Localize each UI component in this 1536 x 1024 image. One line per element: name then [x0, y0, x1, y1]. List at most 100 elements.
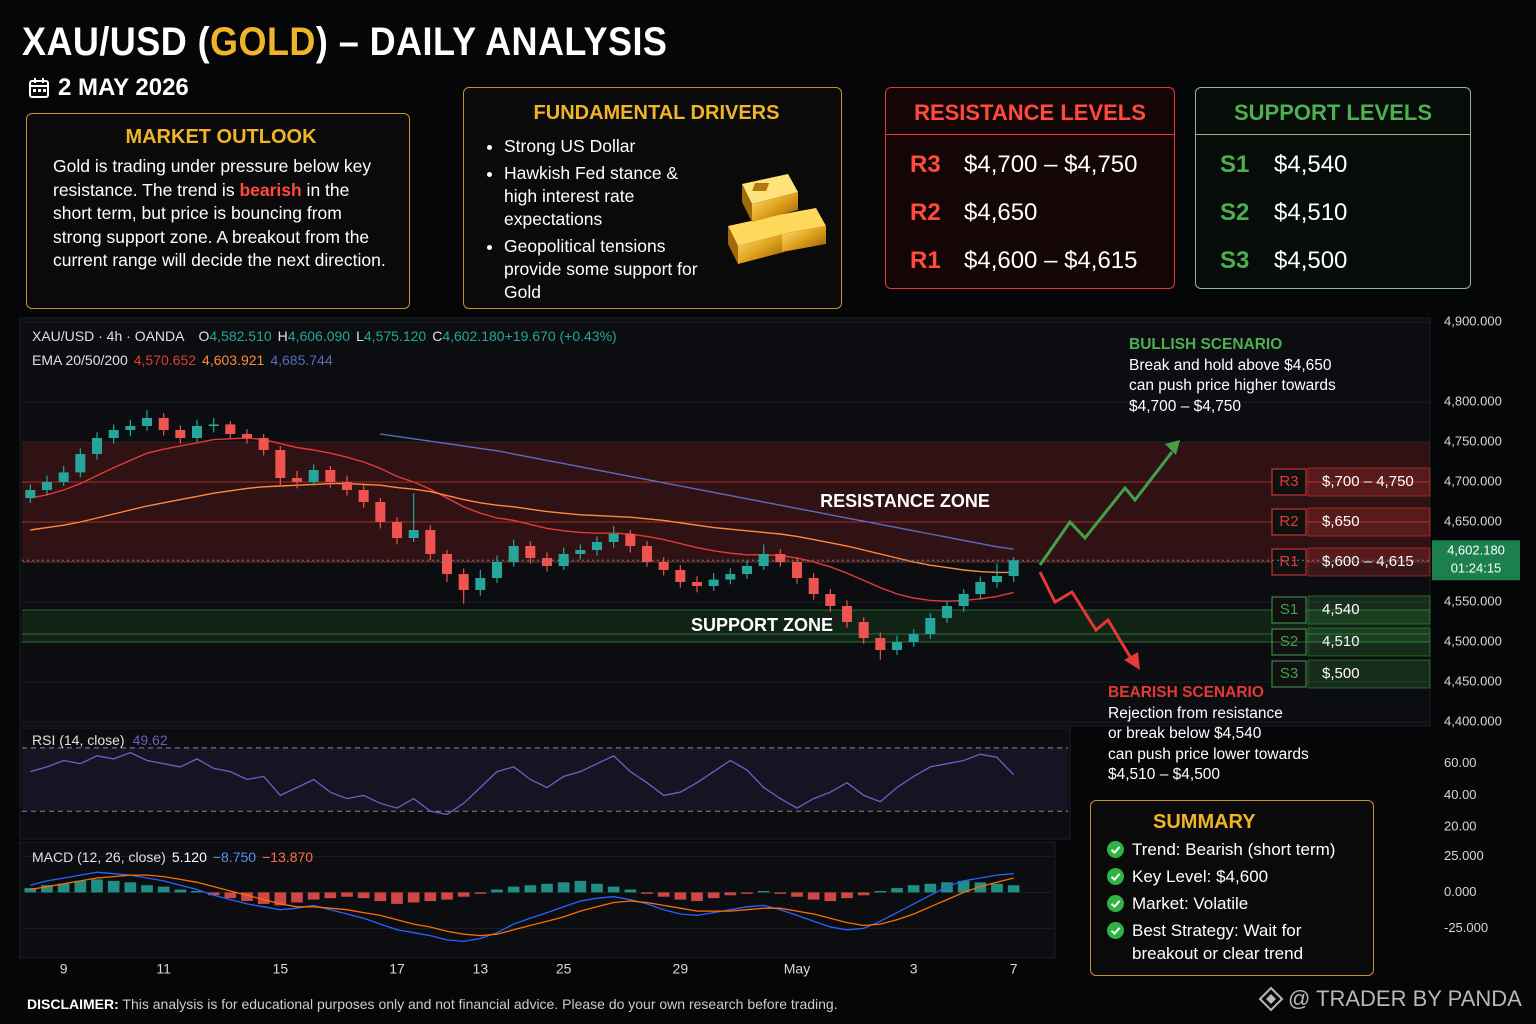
macd-hist-bar [1007, 885, 1020, 893]
level-tag-box [1307, 507, 1431, 537]
macd-hist-bar [157, 886, 170, 893]
y-tick-label: 4,400.000 [1444, 713, 1502, 728]
candle-body [575, 550, 586, 554]
macd-hist-bar [91, 879, 103, 893]
summary-list: Trend: Bearish (short term) Key Level: $4… [1107, 838, 1363, 965]
y-tick-label: 4,750.000 [1444, 433, 1502, 448]
macd-hist-bar [607, 886, 620, 893]
macd-value: −8.750 [213, 849, 256, 865]
macd-hist-bar [474, 892, 487, 894]
macd-hist-bar [441, 892, 453, 900]
macd-hist-bar [674, 892, 687, 900]
level-tag [1271, 548, 1307, 576]
bullish-arrow [1038, 451, 1174, 566]
ema-line [30, 437, 1014, 602]
candle-body [458, 574, 469, 590]
candle-body [408, 530, 419, 538]
candle-body [858, 622, 869, 638]
candle-body [892, 642, 902, 650]
candle-body [442, 554, 452, 574]
last-price-countdown: 01:24:15 [1451, 561, 1502, 576]
macd-hist-bar [857, 892, 870, 896]
rsi-tick-label: 20.00 [1444, 819, 1477, 834]
candle-body [375, 502, 386, 522]
rsi-value: 49.62 [133, 732, 168, 748]
candle-body [325, 470, 336, 482]
brand-icon [1258, 986, 1284, 1012]
macd-hist-bar [524, 885, 537, 893]
macd-hist-bar [207, 892, 220, 896]
candle-body [775, 554, 786, 562]
candle-body [958, 594, 969, 606]
ohlc-part: 4,606.090 [288, 328, 350, 344]
macd-hist-bar [41, 885, 53, 893]
bearish-arrow [1038, 571, 1134, 661]
ohlc-part: 4,582.510 [209, 328, 271, 344]
level-name: S1 [1220, 151, 1250, 178]
level-tag [1271, 508, 1307, 536]
macd-hist-bar [774, 892, 787, 894]
y-tick-label: 4,650.000 [1444, 513, 1502, 528]
summary-text: Market: Volatile [1132, 894, 1249, 913]
summary: SUMMARY Trend: Bearish (short term) Key L… [1090, 800, 1374, 976]
macd-hist-bar [357, 892, 370, 899]
candle-body [842, 606, 852, 622]
last-price-label: 4,602.180 [1447, 543, 1505, 558]
ema-line [30, 482, 1014, 574]
macd-tick-label: 0.000 [1444, 884, 1477, 899]
candle-body [825, 594, 836, 606]
macd-value: 5.120 [172, 849, 207, 865]
macd-hist-bar [57, 883, 70, 893]
level-name: R3 [910, 151, 941, 178]
candle-body [25, 490, 36, 498]
candle-body [875, 638, 886, 650]
candle-body [808, 578, 819, 594]
macd-hist-bar [507, 886, 520, 893]
title-part: ) – DAILY ANALYSIS [315, 20, 668, 64]
macd-hist-bar [724, 892, 737, 896]
x-tick-label: 29 [673, 961, 689, 977]
macd-hist-bar [624, 889, 637, 893]
ema-label: EMA 20/50/200 [32, 352, 128, 368]
macd-hist-bar [74, 880, 87, 893]
macd-hist-bar [941, 882, 953, 893]
candle-body [42, 482, 52, 490]
candle-body [308, 470, 319, 482]
fundamental-drivers: FUNDAMENTAL DRIVERS Strong US Dollar Haw… [463, 87, 842, 309]
candle-body [975, 582, 986, 594]
level-tag-name: R1 [1279, 553, 1298, 570]
macd-hist-bar [691, 892, 703, 902]
candle-body [492, 562, 502, 578]
resistance-levels: RESISTANCE LEVELS R3 $4,700 – $4,750 R2 $4… [885, 87, 1175, 289]
last-price-box [1432, 540, 1520, 581]
level-tag-label: $,500 [1322, 665, 1360, 682]
level-name: S3 [1220, 247, 1250, 274]
x-tick-label: 7 [1010, 961, 1018, 977]
driver: Strong US Dollar [504, 135, 704, 158]
x-tick-label: 9 [60, 961, 68, 977]
summary-text: Key Level: $4,600 [1132, 867, 1269, 886]
ohlc-part: +19.670 (+0.43%) [505, 328, 617, 344]
candle-body [92, 438, 102, 454]
ohlc-part: L [356, 328, 364, 344]
macd-hist-bar [174, 889, 187, 893]
candle-body [125, 426, 136, 430]
box-title: MARKET OUTLOOK [125, 126, 317, 148]
gold-bars-icon [728, 174, 826, 264]
x-tick-label: 11 [156, 961, 171, 977]
level-tag [1271, 468, 1307, 496]
chart-legend: XAU/USD · 4h · OANDA O4,582.510 H4,606.090… [32, 328, 617, 344]
level-row: S3 $4,500 [1196, 237, 1470, 285]
box-title: FUNDAMENTAL DRIVERS [533, 102, 780, 124]
macd-hist-bar [341, 892, 353, 897]
macd-hist-bar [757, 890, 770, 893]
candle-body [275, 450, 286, 478]
y-tick-label: 4,450.000 [1444, 673, 1502, 688]
level-tag-name: R2 [1279, 513, 1298, 530]
check-icon [1107, 895, 1124, 912]
candle-body [508, 546, 519, 562]
page-title: XAU/USD (GOLD) – DAILY ANALYSIS [22, 20, 667, 65]
scenario-line: Rejection from resistance [1108, 704, 1283, 722]
date-row: 2 MAY 2026 [28, 74, 189, 102]
level-name: R2 [910, 199, 941, 226]
